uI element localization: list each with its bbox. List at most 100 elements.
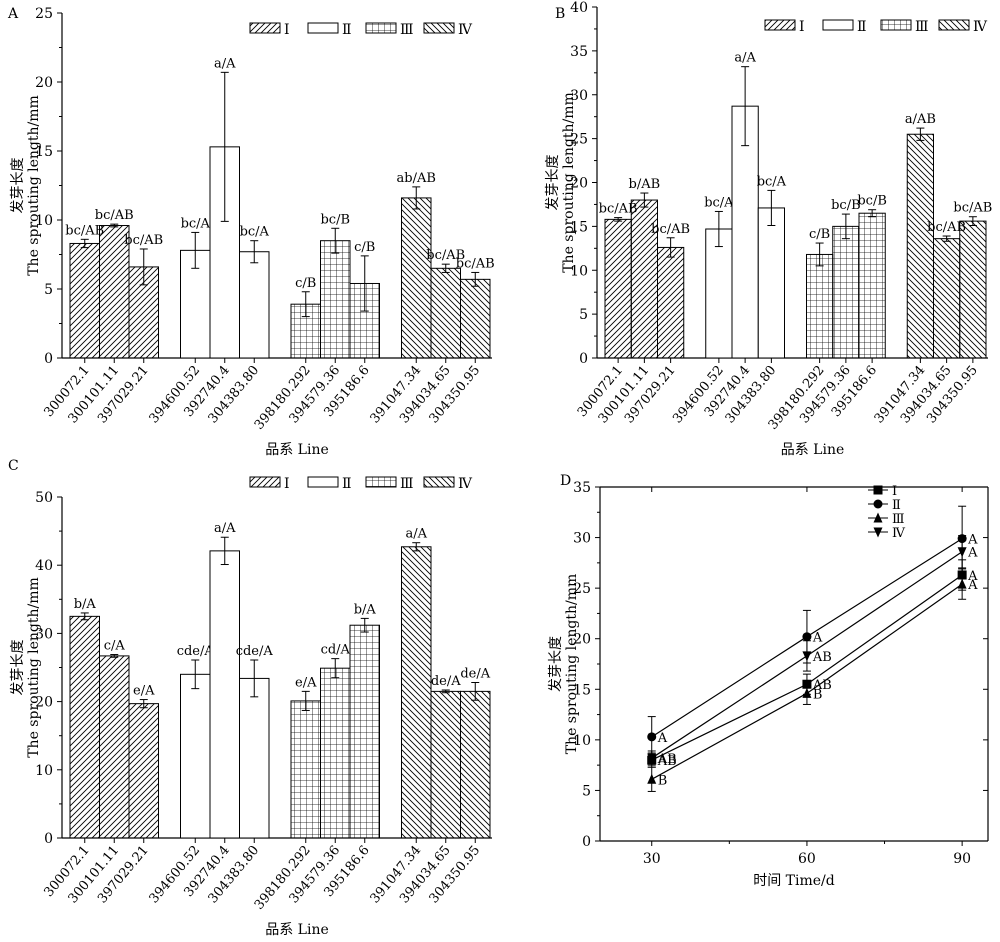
y-tick-label: 30 xyxy=(573,531,591,547)
y-tick-label: 10 xyxy=(35,213,53,229)
data-label: bc/AB xyxy=(124,233,163,248)
bar xyxy=(99,655,130,839)
legend-swatch xyxy=(249,22,281,34)
data-label: e/A xyxy=(295,675,317,690)
marker-circle xyxy=(873,499,883,509)
y-tick-label: 20 xyxy=(573,632,591,648)
y-tick-label: 35 xyxy=(573,480,591,496)
panel-letter: C xyxy=(8,458,19,474)
data-label: c/B xyxy=(809,227,830,242)
bar xyxy=(99,225,130,359)
point-label: A xyxy=(967,578,978,593)
y-tick-label: 30 xyxy=(35,626,53,642)
legend-swatch xyxy=(764,19,796,31)
x-axis-label: 品系 Line xyxy=(265,922,329,938)
data-label: e/A xyxy=(133,684,155,699)
y-tick-label: 15 xyxy=(570,219,588,235)
data-label: a/A xyxy=(214,521,236,536)
bar xyxy=(290,700,321,839)
legend-swatch xyxy=(249,476,281,488)
y-tick-label: 5 xyxy=(44,282,53,298)
data-label: bc/B xyxy=(320,212,350,227)
y-axis-label-en: The sprouting length/mm xyxy=(26,95,42,276)
y-axis-label-en: The sprouting length/mm xyxy=(26,577,42,758)
legend-swatch xyxy=(307,476,339,488)
bar xyxy=(128,703,159,839)
marker-triangle-down xyxy=(873,527,883,538)
legend-label: Ⅳ xyxy=(973,19,988,35)
data-label: c/B xyxy=(295,276,316,291)
y-tick-label: 15 xyxy=(35,144,53,160)
data-label: cde/A xyxy=(236,644,274,659)
bar xyxy=(806,253,834,359)
legend-label: Ⅱ xyxy=(892,498,901,513)
data-label: b/AB xyxy=(629,177,661,192)
data-label: bc/AB xyxy=(599,202,638,217)
panel-C: C 0 10 20 30 40 50 发芽长度 The sprouting length/mm b… xyxy=(8,458,492,938)
data-label: a/A xyxy=(405,527,427,542)
legend-label: Ⅲ xyxy=(915,19,929,35)
y-axis-label-cn: 发芽长度 xyxy=(10,158,26,214)
y-tick-label: 5 xyxy=(579,307,588,323)
data-label: bc/B xyxy=(831,198,861,213)
marker-triangle xyxy=(873,512,883,523)
bar xyxy=(657,246,685,359)
bar xyxy=(239,677,270,839)
y-axis-label-cn: 发芽长度 xyxy=(545,155,561,211)
marker-circle xyxy=(802,632,812,642)
y-axis-label-cn: 发芽长度 xyxy=(548,636,564,692)
y-tick-label: 25 xyxy=(570,132,588,148)
data-label: bc/AB xyxy=(651,222,690,237)
data-label: bc/AB xyxy=(65,223,104,238)
bar xyxy=(401,546,432,839)
bar xyxy=(460,278,491,359)
data-label: bc/AB xyxy=(927,220,966,235)
bar xyxy=(705,228,733,359)
marker-triangle xyxy=(802,687,812,698)
y-tick-label: 40 xyxy=(35,558,53,574)
bar xyxy=(69,615,100,839)
y-axis-label-en: The sprouting length/mm xyxy=(561,92,577,273)
data-label: a/A xyxy=(214,56,236,71)
data-label: cd/A xyxy=(321,643,351,658)
bar xyxy=(320,240,351,359)
legend-swatch xyxy=(365,22,397,34)
data-label: bc/A xyxy=(704,195,734,210)
y-tick-label: 10 xyxy=(573,733,591,749)
bar xyxy=(832,225,860,359)
point-label: A xyxy=(967,569,978,584)
bar xyxy=(430,690,461,839)
data-label: a/A xyxy=(734,51,756,66)
legend-label: Ⅱ xyxy=(857,19,867,35)
point-label: AB xyxy=(657,752,677,767)
point-label: A xyxy=(967,546,978,561)
marker-triangle-down xyxy=(802,651,812,662)
marker-square xyxy=(873,485,883,495)
y-tick-label: 20 xyxy=(35,695,53,711)
x-axis-label: 品系 Line xyxy=(781,442,845,458)
legend-label: Ⅱ xyxy=(342,476,352,492)
data-label: b/A xyxy=(74,597,97,612)
y-tick-label: 40 xyxy=(570,0,588,16)
panel-letter: D xyxy=(560,473,571,489)
bar xyxy=(933,238,961,359)
legend-swatch xyxy=(307,22,339,34)
data-label: c/A xyxy=(104,639,126,654)
point-label: B xyxy=(813,687,823,702)
bar xyxy=(349,624,380,839)
bar xyxy=(401,197,432,359)
y-tick-label: 10 xyxy=(35,763,53,779)
y-tick-label: 0 xyxy=(582,834,591,850)
y-tick-label: 35 xyxy=(570,44,588,60)
x-tick-label: 60 xyxy=(798,851,816,867)
panel-A: A 0 5 10 15 20 25 发芽长度 The sprouting length/mm bc… xyxy=(7,6,495,458)
point-label: A xyxy=(812,631,823,646)
series: B B A xyxy=(647,568,978,792)
x-axis-label: 时间 Time/d xyxy=(753,873,835,889)
y-tick-label: 0 xyxy=(44,351,53,367)
data-label: bc/A xyxy=(181,216,211,231)
